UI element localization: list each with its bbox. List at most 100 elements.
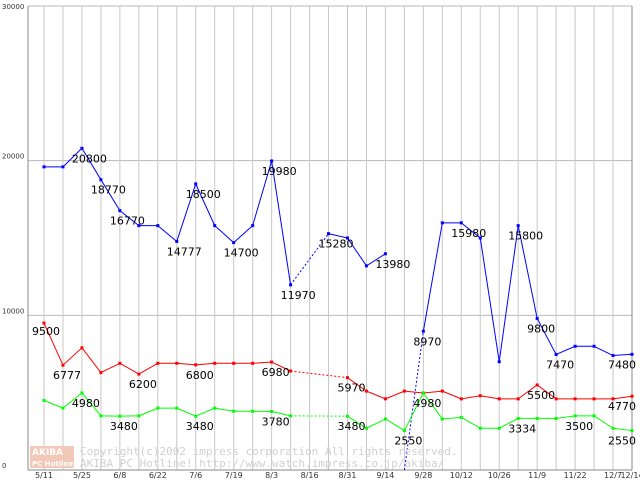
data-label: 16770 — [110, 215, 145, 228]
data-label: 6980 — [262, 366, 290, 379]
data-point — [327, 232, 331, 236]
data-point — [592, 344, 596, 348]
data-label: 3780 — [262, 416, 290, 429]
series-segment — [62, 147, 83, 168]
data-point — [251, 361, 255, 365]
data-point — [270, 410, 274, 414]
series-segment — [612, 395, 633, 400]
x-tick-label: 6/22 — [149, 471, 167, 480]
x-tick-label: 10/12 — [450, 471, 473, 480]
data-point — [383, 397, 387, 401]
x-tick-label: 5/11 — [35, 471, 53, 480]
data-point — [42, 165, 46, 169]
series-segment — [252, 361, 272, 364]
data-point — [289, 414, 293, 418]
series-segment — [119, 210, 140, 227]
data-point — [611, 426, 615, 430]
series-segment — [536, 384, 557, 400]
data-point — [459, 397, 463, 401]
series-segment — [366, 253, 386, 267]
series-segment — [498, 225, 519, 362]
data-label: 4980 — [413, 397, 441, 410]
data-point — [175, 239, 179, 243]
series-segment — [442, 416, 462, 420]
x-tick-label: 10/26 — [488, 471, 511, 480]
data-point — [61, 165, 65, 169]
data-point — [42, 398, 46, 402]
x-axis-ticks: 5/11 5/25 6/8 6/22 7/6 7/19 8/3 8/16 8/31 9/14 9/2… — [35, 471, 640, 480]
data-point — [516, 397, 520, 401]
data-point — [630, 394, 634, 398]
series-segment — [555, 345, 576, 355]
data-point — [497, 426, 501, 430]
series-segment — [480, 395, 500, 400]
data-point — [630, 429, 634, 433]
series-layer — [42, 146, 634, 471]
data-point — [61, 363, 65, 367]
data-point — [364, 264, 368, 268]
series-1 — [42, 146, 634, 471]
data-label: 5500 — [527, 389, 555, 402]
series-segment — [100, 179, 121, 211]
series-segment — [612, 427, 633, 432]
series-dashed-segment — [290, 370, 348, 379]
data-point — [80, 391, 84, 395]
data-label: 11970 — [281, 289, 316, 302]
data-label: 8970 — [413, 335, 441, 348]
data-point — [194, 363, 198, 367]
series-segment — [385, 418, 405, 431]
series-segment — [100, 362, 121, 374]
akiba-logo-bottom: PC Hotline! — [32, 460, 76, 468]
data-point — [478, 394, 482, 398]
x-tick-label: 11/22 — [564, 471, 587, 480]
series-segment — [176, 362, 196, 366]
x-tick-label: 9/14 — [376, 471, 394, 480]
series-segment — [271, 361, 291, 372]
data-point — [573, 414, 577, 418]
x-tick-label: 12/7 — [604, 471, 622, 480]
y-tick-label: 10000 — [2, 307, 24, 315]
data-point — [611, 354, 615, 358]
x-tick-label: 6/8 — [113, 471, 126, 480]
data-point — [440, 389, 444, 393]
series-segment — [157, 225, 178, 242]
data-point — [535, 383, 539, 387]
series-segment — [62, 347, 83, 366]
series-segment — [271, 411, 291, 417]
data-label: 14777 — [167, 245, 202, 258]
data-point — [99, 414, 103, 418]
series-segment — [593, 415, 614, 429]
series-segment — [214, 225, 235, 244]
data-label: 13980 — [375, 258, 410, 271]
series-segment — [347, 377, 367, 392]
data-point — [554, 397, 558, 401]
data-point — [497, 397, 501, 401]
data-label: 3480 — [337, 420, 365, 433]
series-segment — [252, 160, 273, 226]
data-point — [383, 417, 387, 421]
series-segment — [176, 183, 197, 242]
data-point — [364, 426, 368, 430]
x-tick-label: 9/28 — [414, 471, 432, 480]
x-tick-label: 12/14 — [620, 471, 640, 480]
data-point — [137, 224, 141, 228]
data-point — [175, 361, 179, 365]
data-point — [497, 360, 501, 364]
series-3 — [42, 391, 634, 433]
data-point — [345, 236, 349, 240]
series-segment — [43, 399, 64, 409]
data-point — [459, 415, 463, 419]
data-point — [232, 241, 236, 245]
series-segment — [612, 353, 633, 357]
data-label: 9500 — [32, 325, 60, 338]
data-point — [289, 283, 293, 287]
data-point — [99, 371, 103, 375]
series-segment — [422, 222, 443, 332]
data-point — [592, 397, 596, 401]
data-point — [459, 221, 463, 225]
data-point — [573, 344, 577, 348]
series-segment — [43, 322, 64, 366]
series-segment — [81, 347, 102, 373]
series-segment — [176, 407, 196, 417]
series-segment — [81, 392, 102, 417]
